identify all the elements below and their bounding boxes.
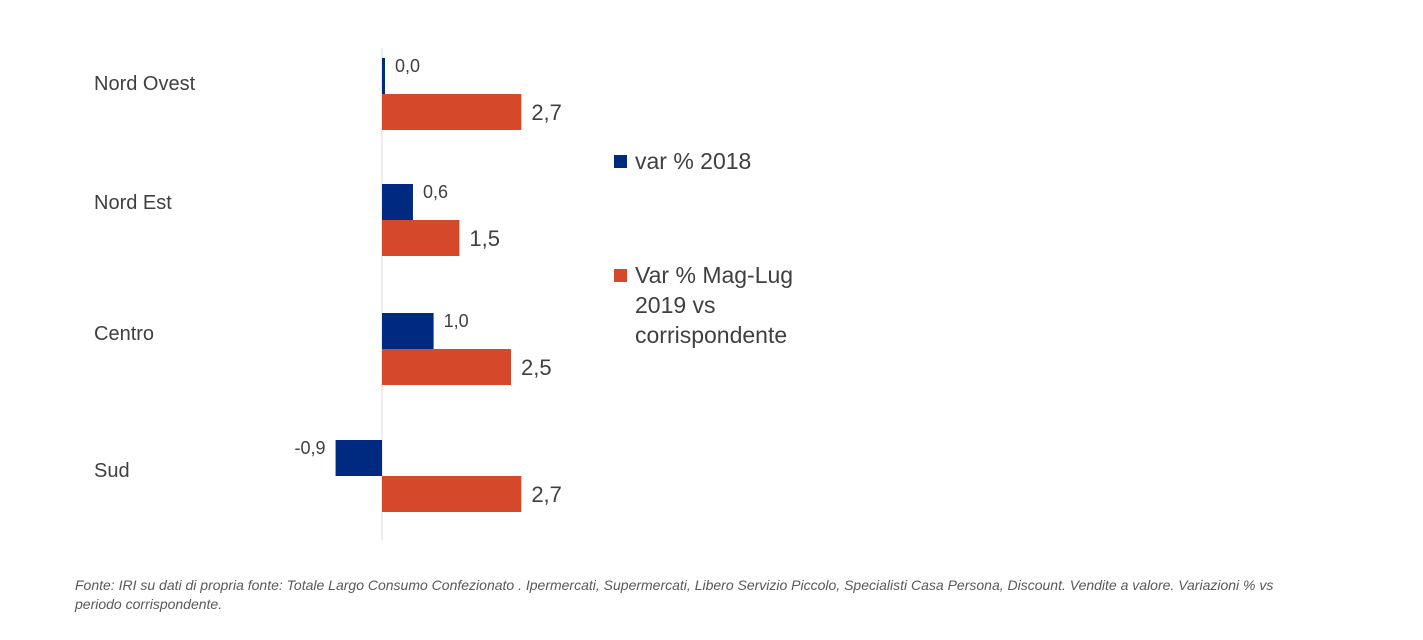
- data-label-var-mag-lug-2019-vs-corrispondente-sud: 2,7: [531, 482, 562, 507]
- legend-item-var-2018: var % 2018: [614, 146, 874, 176]
- legend-swatch-var-mag-lug-2019: [614, 269, 627, 282]
- chart-legend: var % 2018 Var % Mag-Lug 2019 vs corrisp…: [614, 146, 874, 350]
- source-footnote: Fonte: IRI su dati di propria fonte: Tot…: [75, 577, 1274, 612]
- data-label-var-2018-nord-est: 0,6: [423, 182, 448, 202]
- data-label-var-mag-lug-2019-vs-corrispondente-centro: 2,5: [521, 355, 552, 380]
- bar-chart: Nord Ovest 0,0 2,7 Nord Est 0,6 1,5 Centro 1,0 2…: [94, 48, 562, 540]
- data-label-var-2018-centro: 1,0: [444, 311, 469, 331]
- bar-var-mag-lug-2019-vs-corrispondente-sud: [382, 476, 522, 512]
- bar-var-2018-sud: [335, 440, 382, 476]
- legend-swatch-var-2018: [614, 155, 627, 168]
- legend-label-var-2018: var % 2018: [635, 148, 752, 174]
- bar-var-mag-lug-2019-vs-corrispondente-nord-est: [382, 220, 460, 256]
- data-label-var-mag-lug-2019-vs-corrispondente-nord-ovest: 2,7: [531, 100, 562, 125]
- legend-label-var-mag-lug-2019: Var % Mag-Lug 2019 vs corrispondente: [635, 262, 794, 348]
- bar-var-mag-lug-2019-vs-corrispondente-nord-ovest: [382, 94, 522, 130]
- data-label-var-2018-sud: -0,9: [295, 438, 326, 458]
- category-label-nord-est: Nord Est: [94, 192, 172, 214]
- bar-var-2018-nord-est: [382, 184, 413, 220]
- data-label-var-2018-nord-ovest: 0,0: [395, 56, 420, 76]
- bar-var-2018-centro: [382, 313, 434, 349]
- bar-var-2018-nord-ovest: [382, 58, 385, 94]
- data-label-var-mag-lug-2019-vs-corrispondente-nord-est: 1,5: [469, 226, 500, 251]
- legend-item-var-mag-lug-2019: Var % Mag-Lug 2019 vs corrispondente: [614, 260, 874, 350]
- category-label-sud: Sud: [94, 460, 130, 482]
- bar-var-mag-lug-2019-vs-corrispondente-centro: [382, 349, 511, 385]
- category-label-nord-ovest: Nord Ovest: [94, 73, 196, 95]
- category-label-centro: Centro: [94, 323, 154, 345]
